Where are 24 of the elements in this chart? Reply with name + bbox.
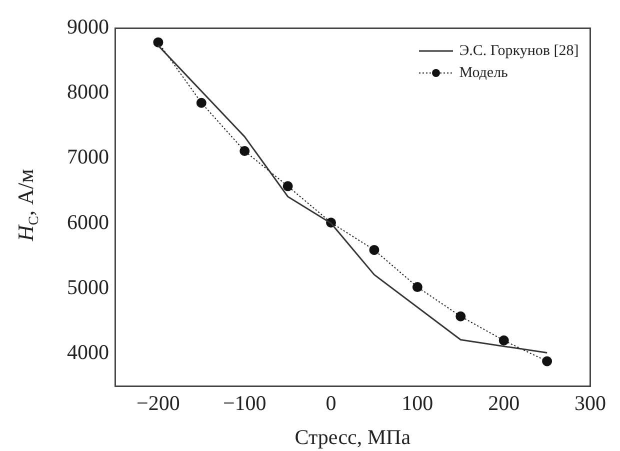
y-tick-label: 5000 — [67, 274, 109, 299]
x-tick-label: 100 — [402, 391, 434, 416]
y-tick-label: 7000 — [67, 144, 109, 169]
y-tick-label: 6000 — [67, 210, 109, 234]
point — [153, 37, 164, 48]
point — [282, 181, 293, 192]
point — [196, 98, 206, 108]
x-axis-title: Стресс, МПа — [294, 424, 412, 449]
y-tick-label: 9000 — [67, 14, 109, 39]
y-tick-label: 4000 — [67, 340, 109, 364]
point — [369, 244, 380, 255]
point — [240, 146, 250, 156]
legend-label: Э.С. Горкунов [28] — [459, 42, 579, 60]
point — [498, 335, 509, 346]
x-tick-label: −100 — [222, 391, 266, 416]
y-tick-label: 8000 — [67, 80, 109, 104]
x-tick-label: 200 — [488, 391, 520, 416]
point — [412, 282, 422, 292]
legend-label: Модель — [459, 64, 508, 82]
x-tick-label: 300 — [574, 391, 606, 416]
point — [456, 311, 466, 322]
x-tick-label: −200 — [136, 391, 180, 416]
point — [542, 356, 552, 366]
x-tick-label: 0 — [326, 391, 336, 416]
